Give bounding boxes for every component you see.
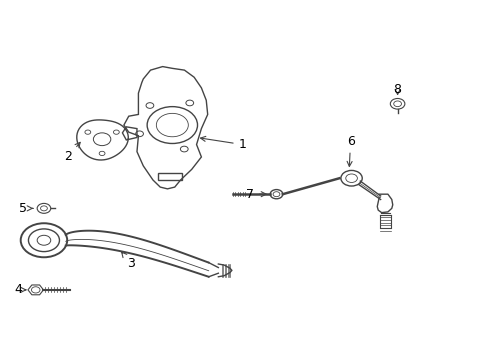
Text: 7: 7 xyxy=(246,188,266,201)
Text: 5: 5 xyxy=(19,202,33,215)
Text: 8: 8 xyxy=(393,83,402,96)
Text: 2: 2 xyxy=(64,142,80,163)
Text: 4: 4 xyxy=(14,283,26,296)
Text: 3: 3 xyxy=(122,252,135,270)
Text: 1: 1 xyxy=(200,136,246,151)
Text: 6: 6 xyxy=(346,135,355,166)
